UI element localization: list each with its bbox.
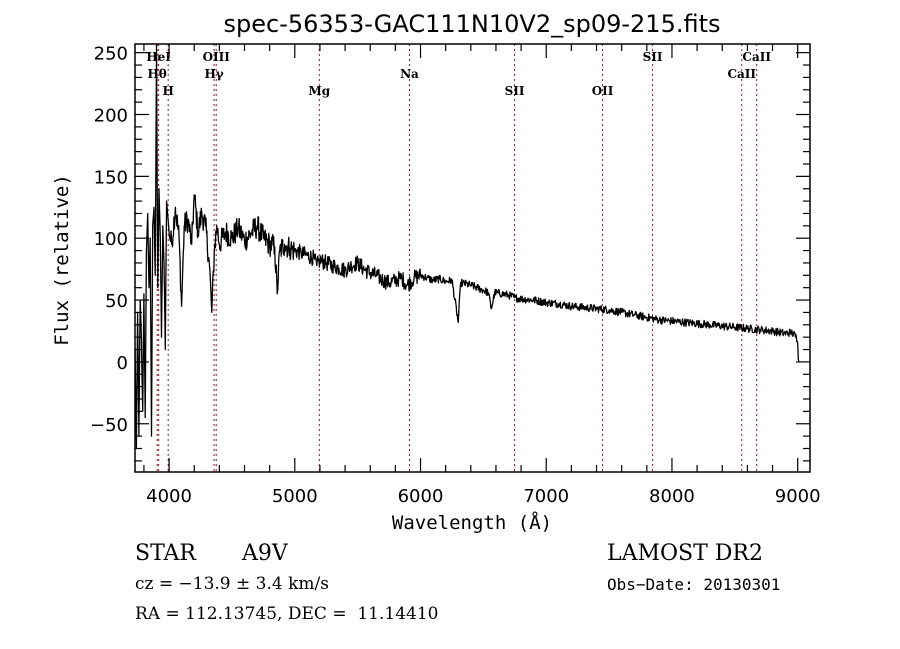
spectrum-line (134, 43, 800, 450)
y-tick-label: 150 (94, 167, 128, 188)
x-axis-label: Wavelength (Å) (392, 511, 552, 534)
emission-line-label: SII (643, 50, 663, 64)
emission-line-label: OII (592, 84, 614, 98)
x-tick-label: 6000 (398, 486, 444, 507)
x-tick-label: 9000 (775, 486, 821, 507)
x-tick-label: 7000 (523, 486, 569, 507)
chart-title: spec-56353-GAC111N10V2_sp09-215.fits (224, 10, 721, 38)
y-tick-label: −50 (90, 415, 128, 436)
x-tick-label: 4000 (146, 486, 192, 507)
emission-line-label: Mg (308, 84, 330, 98)
emission-line-label: SII (505, 84, 525, 98)
axis-ticks-layer (135, 44, 810, 472)
emission-line-label: CaII (742, 50, 771, 64)
emission-line-label: Na (400, 67, 419, 81)
y-tick-label: 100 (94, 229, 128, 250)
y-tick-label: 50 (105, 291, 128, 312)
object-type: STAR (135, 541, 196, 566)
object-subclass: A9V (242, 541, 288, 566)
y-tick-label: 0 (117, 353, 128, 374)
coordinates: RA = 112.13745, DEC = 11.14410 (135, 604, 439, 624)
y-axis-label: Flux (relative) (51, 174, 73, 346)
redshift-velocity: cz = −13.9 ± 3.4 km/s (135, 574, 329, 594)
emission-line-label: Hγ (204, 67, 223, 81)
observation-date: Obs−Date: 20130301 (607, 575, 781, 594)
spectrum-layer (134, 43, 800, 450)
plot-frame (134, 43, 811, 473)
axis-tick-labels: 4000 5000 6000 7000 8000 9000 −50 0 50 100 150 200 2… (90, 44, 821, 507)
y-tick-label: 250 (94, 44, 128, 65)
survey-name: LAMOST DR2 (607, 541, 763, 566)
x-tick-label: 8000 (649, 486, 695, 507)
emission-line-label: OIII (203, 50, 231, 64)
x-tick-label: 5000 (272, 486, 318, 507)
y-tick-label: 200 (94, 106, 128, 127)
emission-line-label: H (163, 84, 174, 98)
emission-line-label: CaII (727, 67, 756, 81)
emission-line-label: HeI (146, 50, 171, 64)
